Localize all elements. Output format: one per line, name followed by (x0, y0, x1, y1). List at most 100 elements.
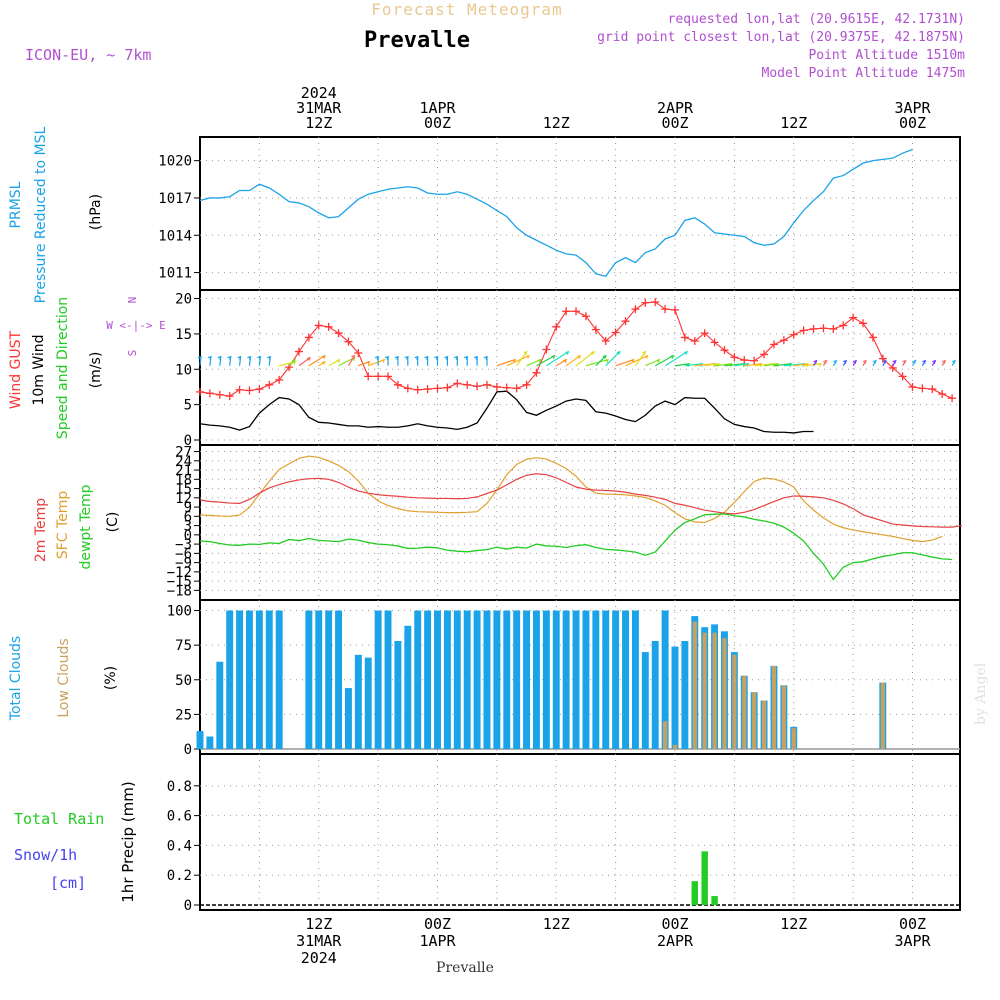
gust-marker (700, 329, 709, 338)
gust-marker (631, 305, 640, 314)
wind-arrow-head (698, 362, 703, 367)
sfc-temp-line (199, 455, 943, 543)
total-cloud-bar (582, 610, 590, 749)
gust-marker (948, 394, 957, 403)
ytick-label: 0 (184, 433, 192, 449)
total-cloud-bar (641, 652, 649, 749)
gust-marker (750, 356, 759, 365)
gust-marker (364, 372, 373, 381)
total-cloud-bar (275, 610, 283, 749)
wind-arrow-head (892, 359, 897, 364)
ytick-label: 0.4 (167, 838, 192, 854)
total-cloud-bar (443, 610, 451, 749)
low-cloud-bar (742, 675, 747, 749)
wind-arrow-head (576, 354, 582, 359)
side-label-prmsl: PRMSL (8, 181, 24, 228)
ylabel-ms: (m/s) (88, 352, 104, 389)
wind-arrow-head (616, 350, 621, 355)
wind-arrow (516, 351, 528, 367)
gust-marker (512, 384, 521, 393)
gust-marker (433, 384, 442, 393)
total-cloud-bar (661, 610, 669, 749)
point-altitude: Point Altitude 1510m (808, 48, 965, 63)
total-cloud-bar (503, 610, 511, 749)
gust-marker (482, 380, 491, 389)
wind-arrow-head (381, 358, 386, 363)
wind-arrow-head (404, 355, 409, 360)
ytick-label: 3 (184, 519, 192, 535)
ytick-label: 1020 (158, 154, 192, 170)
low-cloud-bar (752, 692, 757, 749)
low-cloud-bar (672, 744, 678, 749)
total-cloud-bar (216, 661, 224, 749)
gust-marker (730, 353, 739, 362)
ytick-label: 24 (175, 454, 192, 470)
bottom-time-label: 00Z (899, 915, 926, 933)
wind-arrow-head (523, 350, 528, 355)
low-cloud-bar (791, 728, 796, 749)
wind-gust-line (199, 301, 953, 399)
wind-arrow-head (217, 355, 222, 360)
gust-marker (403, 384, 412, 393)
wind-arrow-head (843, 359, 848, 364)
gust-marker (809, 324, 818, 333)
total-cloud-bar (226, 610, 234, 749)
total-cloud-bar (325, 610, 333, 749)
gust-marker (393, 380, 402, 389)
wind-arrow-head (351, 354, 356, 359)
bottom-time-label: 1APR (419, 932, 456, 950)
gust-marker (601, 336, 610, 345)
gust-marker (779, 336, 788, 345)
total-cloud-bar (305, 610, 313, 749)
location-title: Prevalle (364, 28, 470, 53)
total-cloud-bar (651, 641, 659, 749)
wind-arrow-head (463, 355, 469, 360)
wind-arrow-head (227, 355, 232, 360)
ytick-label: 100 (167, 604, 192, 620)
gust-marker (849, 313, 858, 322)
ytick-label: −9 (175, 556, 192, 572)
gust-marker (769, 340, 778, 349)
total-cloud-bar (414, 610, 422, 749)
total-cloud-bar (562, 610, 570, 749)
total-cloud-bar (354, 654, 362, 749)
rain-bar (711, 896, 718, 905)
total-cloud-bar (463, 610, 471, 749)
total-cloud-bar (592, 610, 600, 749)
total-cloud-bar (236, 610, 244, 749)
gust-marker (413, 385, 422, 394)
side-label-msl: Pressure Reduced to MSL (33, 126, 49, 303)
gust-marker (819, 324, 828, 333)
wind-arrow-head (551, 354, 556, 359)
ytick-label: 15 (175, 482, 192, 498)
gust-marker (265, 380, 274, 389)
side-label-cm: [cm] (50, 874, 86, 892)
top-time-label: 12Z (305, 114, 332, 132)
total-cloud-bar (483, 610, 491, 749)
total-cloud-bar (671, 646, 679, 749)
wind-arrow (546, 351, 569, 367)
bottom-time-label: 00Z (661, 915, 688, 933)
wind-arrow-head (267, 355, 272, 360)
gust-marker (374, 372, 383, 381)
gust-marker (641, 298, 650, 307)
total-cloud-bar (404, 625, 412, 749)
gust-marker (740, 356, 749, 365)
ytick-label: −3 (175, 537, 192, 553)
gust-marker (215, 390, 224, 399)
wind-arrow-head (207, 355, 212, 360)
wind-arrow (506, 355, 530, 367)
gust-marker (829, 324, 838, 333)
wind-arrow-head (434, 355, 439, 360)
gust-marker (522, 380, 531, 389)
ytick-label: 10 (175, 362, 192, 378)
wind-arrow-head (291, 358, 297, 363)
wind-arrow-head (852, 359, 858, 364)
wind-arrow-head (932, 359, 937, 364)
side-label-total-clouds: Total Clouds (8, 636, 24, 721)
wind-arrow (308, 355, 326, 367)
wind-arrow-head (237, 355, 242, 360)
gust-marker (275, 375, 284, 384)
